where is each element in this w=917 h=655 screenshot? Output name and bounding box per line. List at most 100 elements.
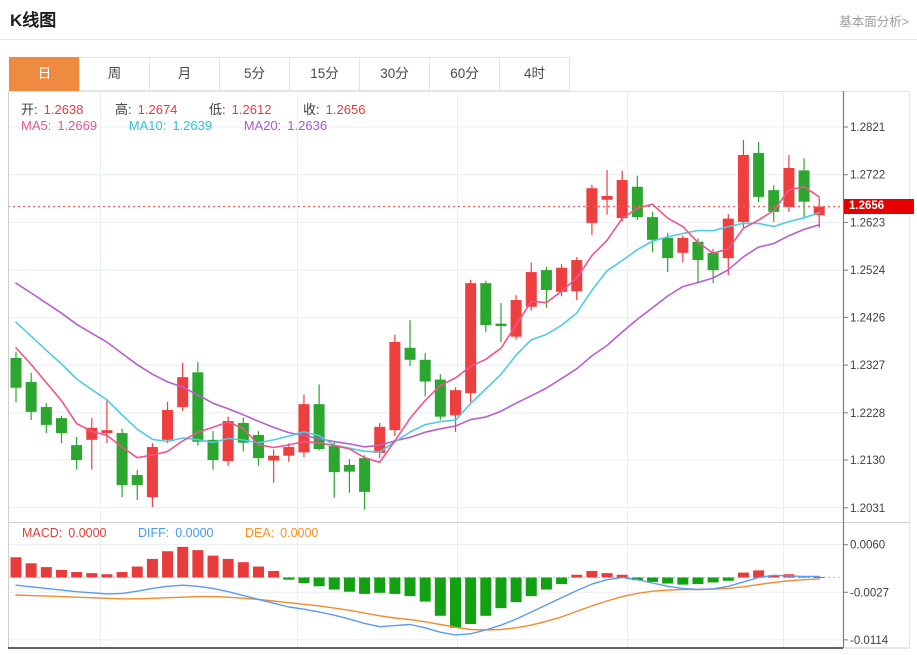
macd-bar-down	[434, 577, 446, 616]
tab-5min[interactable]: 5分	[219, 57, 290, 91]
candle-body-down	[116, 433, 128, 486]
candle-body-up	[510, 300, 522, 337]
tab-60min[interactable]: 60分	[429, 57, 500, 91]
ma5-value: 1.2669	[57, 118, 98, 133]
candle-body-up	[737, 154, 749, 222]
macd-bar-down	[449, 577, 461, 628]
macd-bar-up	[753, 570, 765, 578]
candle-body-up	[556, 267, 568, 292]
dea-value: 0.0000	[280, 526, 319, 540]
candle-body-down	[707, 252, 719, 271]
ma10-line	[15, 211, 821, 453]
macd-bar-down	[465, 577, 477, 624]
macd-bar-up	[116, 572, 128, 578]
macd-bar-up	[601, 573, 613, 578]
macd-bar-down	[556, 577, 568, 585]
tab-4hour[interactable]: 4时	[499, 57, 570, 91]
candle-body-down	[419, 359, 431, 382]
tab-day[interactable]: 日	[9, 57, 80, 91]
macd-label: MACD:	[22, 526, 63, 540]
tab-30min[interactable]: 30分	[359, 57, 430, 91]
diff-value: 0.0000	[175, 526, 214, 540]
price-axis-label: 1.2524	[850, 265, 886, 277]
interval-tabbar: 日 周 月 5分 15分 30分 60分 4时	[9, 57, 570, 91]
macd-bar-down	[404, 577, 416, 597]
macd-bar-down	[540, 577, 552, 590]
candle-body-up	[601, 195, 613, 200]
macd-bar-down	[631, 577, 643, 581]
candle-body-down	[25, 381, 37, 412]
macd-readout: MACD: 0.0000 DIFF: 0.0000 DEA: 0.0000	[22, 526, 324, 540]
candle-body-up	[449, 390, 461, 416]
candle-body-up	[222, 421, 234, 462]
candle-body-up	[389, 341, 401, 431]
tab-15min[interactable]: 15分	[289, 57, 360, 91]
macd-bar-up	[10, 557, 22, 578]
candle-body-up	[86, 427, 98, 440]
macd-bar-down	[313, 577, 325, 587]
macd-bar-up	[813, 576, 825, 578]
candle-body-up	[783, 167, 795, 208]
candle-body-down	[647, 217, 659, 240]
macd-bar-up	[177, 546, 189, 578]
ohlc-readout: 开: 1.2638 高: 1.2674 低: 1.2612 收: 1.2656	[21, 99, 371, 118]
macd-bar-up	[101, 574, 113, 578]
macd-bar-up	[55, 569, 67, 578]
macd-bar-down	[298, 577, 310, 583]
macd-bar-down	[328, 577, 340, 590]
candle-body-down	[313, 404, 325, 449]
candle-body-up	[162, 409, 174, 440]
ma5-label: MA5:	[21, 118, 52, 133]
macd-bar-down	[647, 577, 659, 582]
price-axis-label: 1.2821	[850, 122, 885, 134]
candle-body-up	[101, 430, 113, 434]
candle-body-down	[359, 458, 371, 492]
macd-bar-down	[510, 577, 522, 603]
candle-body-up	[177, 377, 189, 408]
diff-line	[15, 574, 820, 636]
current-price-badge: 1.2656	[844, 199, 914, 214]
price-axis-label: 1.2722	[850, 170, 885, 182]
candle-body-down	[540, 270, 552, 290]
candle-body-down	[692, 241, 704, 261]
candle-body-up	[616, 180, 628, 219]
candle-body-down	[192, 372, 204, 442]
macd-bar-down	[495, 577, 507, 609]
macd-bar-up	[40, 567, 52, 578]
ma5-line	[15, 185, 821, 464]
fundamental-analysis-link[interactable]: 基本面分析>	[839, 15, 909, 29]
dea-line	[15, 578, 820, 631]
macd-bar-down	[283, 577, 295, 580]
candle-body-down	[480, 283, 492, 326]
diff-label: DIFF:	[138, 526, 170, 540]
macd-bar-down	[662, 577, 674, 584]
candle-body-up	[813, 206, 825, 216]
close-label: 收:	[303, 102, 320, 117]
dea-label: DEA:	[244, 526, 275, 540]
close-value: 1.2656	[325, 102, 366, 117]
price-axis-label: 1.2327	[850, 360, 885, 372]
macd-bar-down	[374, 577, 386, 593]
high-value: 1.2674	[137, 102, 178, 117]
macd-bar-up	[207, 555, 219, 578]
macd-bar-down	[707, 577, 719, 583]
candle-body-down	[10, 357, 22, 388]
ma20-value: 1.2636	[287, 118, 328, 133]
macd-bar-up	[616, 574, 628, 578]
macd-bar-up	[192, 550, 204, 578]
ma-readout: MA5: 1.2669 MA10: 1.2639 MA20: 1.2636	[21, 118, 333, 133]
ma20-line	[15, 224, 821, 448]
macd-bar-up	[737, 572, 749, 578]
macd-bar-up	[222, 558, 234, 578]
macd-bar-up	[131, 566, 143, 578]
macd-bar-up	[252, 566, 264, 578]
tab-week[interactable]: 周	[79, 57, 150, 91]
macd-bar-up	[162, 551, 174, 578]
tab-month[interactable]: 月	[149, 57, 220, 91]
macd-bar-down	[419, 577, 431, 602]
macd-bar-down	[359, 577, 371, 594]
ma10-label: MA10:	[128, 118, 167, 133]
open-value: 1.2638	[43, 102, 84, 117]
